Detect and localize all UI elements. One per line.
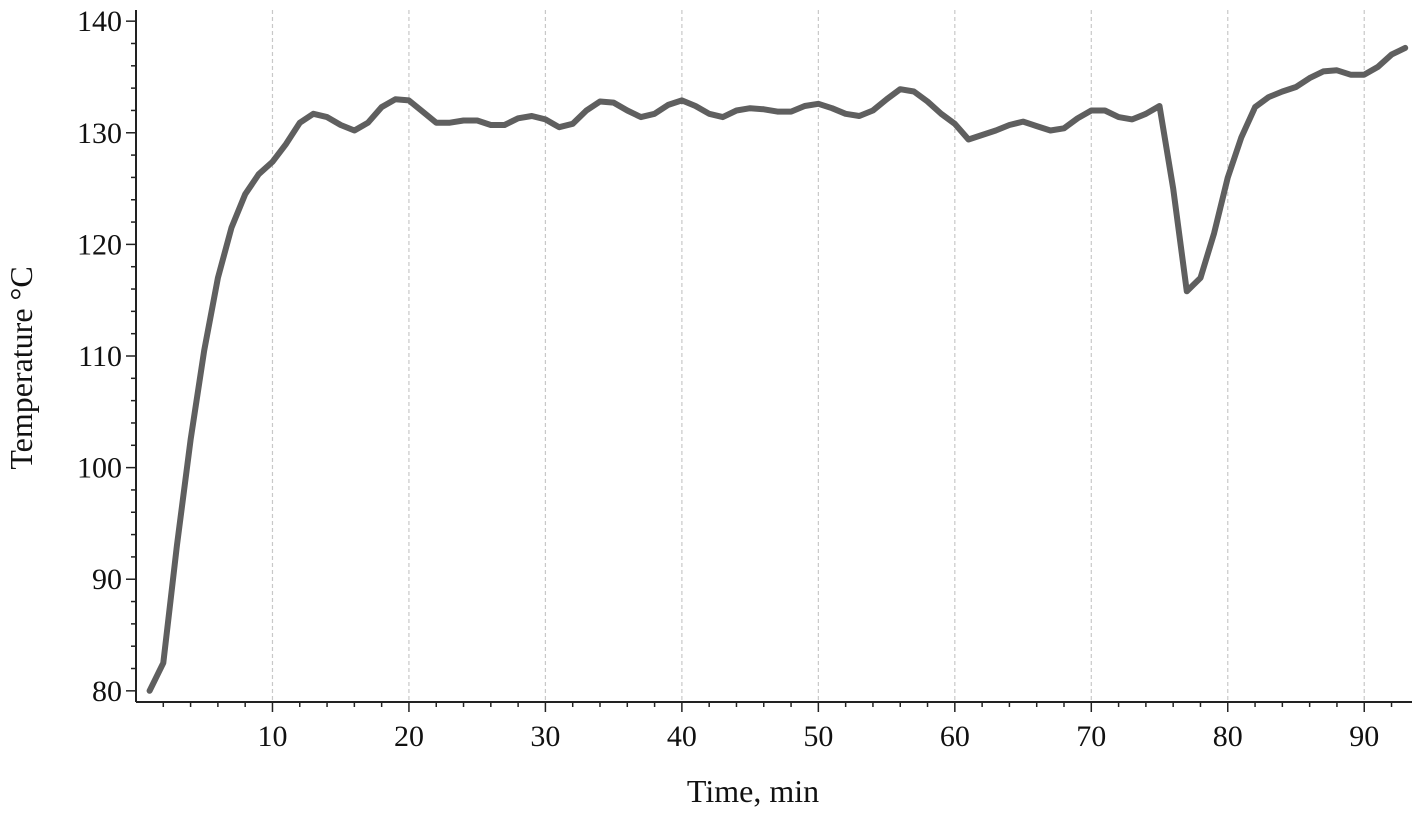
x-tick-label: 10 — [257, 720, 287, 753]
x-tick-label: 60 — [940, 720, 970, 753]
x-tick-labels: 10 20 30 40 50 60 70 80 90 — [257, 720, 1379, 753]
x-tick-label: 50 — [803, 720, 833, 753]
x-tick-label: 90 — [1349, 720, 1379, 753]
x-tick-label: 80 — [1213, 720, 1243, 753]
x-tick-label: 20 — [394, 720, 424, 753]
y-tick-label: 100 — [77, 452, 122, 485]
y-tick-label: 90 — [92, 563, 122, 596]
y-axis-title: Temperature °C — [3, 266, 39, 469]
y-tick-label: 130 — [77, 117, 122, 150]
tick-marks — [126, 20, 1393, 712]
y-tick-label: 80 — [92, 675, 122, 708]
grid-lines — [271, 10, 1365, 702]
y-tick-label: 120 — [77, 228, 122, 261]
y-tick-label: 140 — [77, 5, 122, 38]
y-tick-label: 110 — [78, 340, 122, 373]
x-tick-label: 40 — [667, 720, 697, 753]
y-tick-labels: 80 90 100 110 120 130 140 — [77, 5, 122, 708]
series-line-temperature — [146, 44, 1409, 694]
x-tick-label: 30 — [530, 720, 560, 753]
x-axis-title: Time, min — [687, 773, 819, 809]
x-tick-label: 70 — [1076, 720, 1106, 753]
